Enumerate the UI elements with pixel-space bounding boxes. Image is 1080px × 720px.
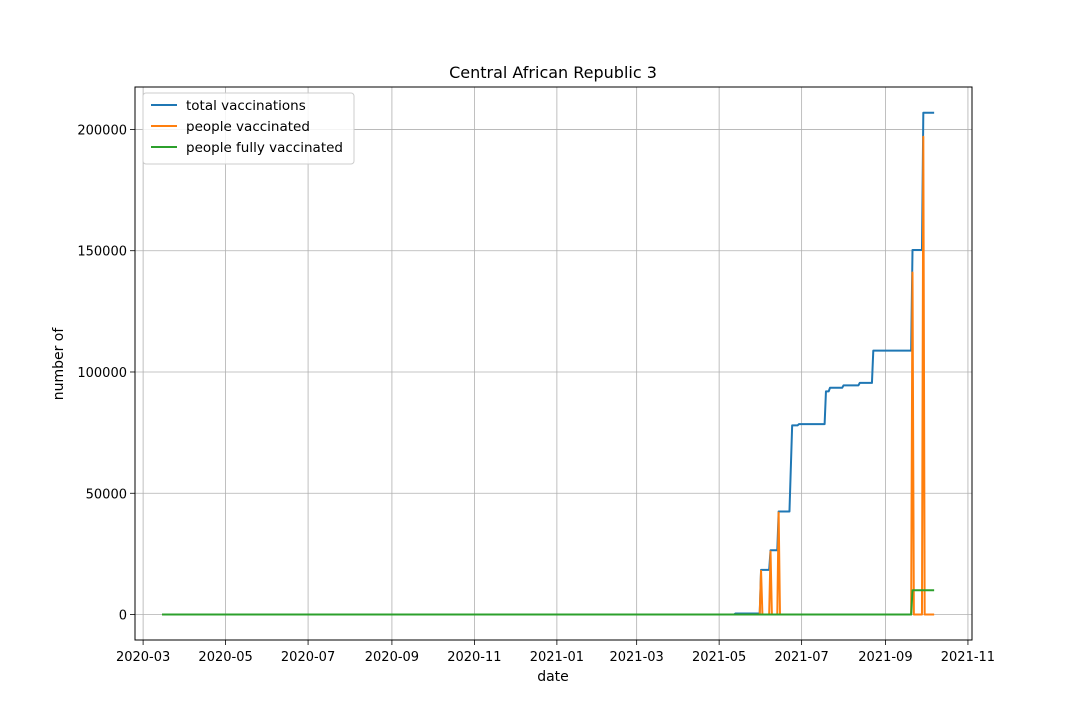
y-tick-label: 200000	[77, 123, 127, 138]
y-tick-label: 50000	[86, 487, 127, 502]
x-tick-label: 2020-05	[198, 650, 252, 665]
x-tick-label: 2021-09	[858, 650, 912, 665]
x-tick-label: 2021-05	[692, 650, 746, 665]
x-tick-label: 2021-01	[530, 650, 584, 665]
legend-label-people-vaccinated: people vaccinated	[186, 119, 310, 135]
plot-frame	[134, 86, 973, 641]
legend-label-total-vaccinations: total vaccinations	[186, 98, 306, 114]
x-tick-label: 2021-11	[941, 650, 995, 665]
x-axis-label: date	[537, 669, 569, 685]
series-line-total-vaccinations	[162, 111, 935, 616]
x-tick-label: 2021-03	[609, 650, 663, 665]
legend-label-people-fully-vaccinated: people fully vaccinated	[186, 140, 343, 156]
legend-box	[142, 92, 355, 165]
legend: total vaccinations people vaccinated peopl…	[142, 92, 355, 165]
axis-ticks: 2020-03 2020-05 2020-07 2020-09 2020-11 2021-…	[77, 123, 995, 665]
y-tick-label: 0	[119, 609, 127, 624]
x-tick-label: 2020-03	[116, 650, 170, 665]
y-axis-label: number of	[51, 327, 67, 401]
series-line-people-vaccinated	[162, 135, 935, 616]
series-layer	[162, 111, 935, 616]
y-tick-label: 150000	[77, 245, 127, 260]
x-tick-label: 2021-07	[774, 650, 828, 665]
x-tick-label: 2020-07	[281, 650, 335, 665]
chart-title: Central African Republic 3	[449, 63, 657, 82]
x-tick-label: 2020-11	[447, 650, 501, 665]
series-line-people-fully-vaccinated	[162, 589, 935, 616]
y-tick-label: 100000	[77, 366, 127, 381]
x-tick-label: 2020-09	[365, 650, 419, 665]
